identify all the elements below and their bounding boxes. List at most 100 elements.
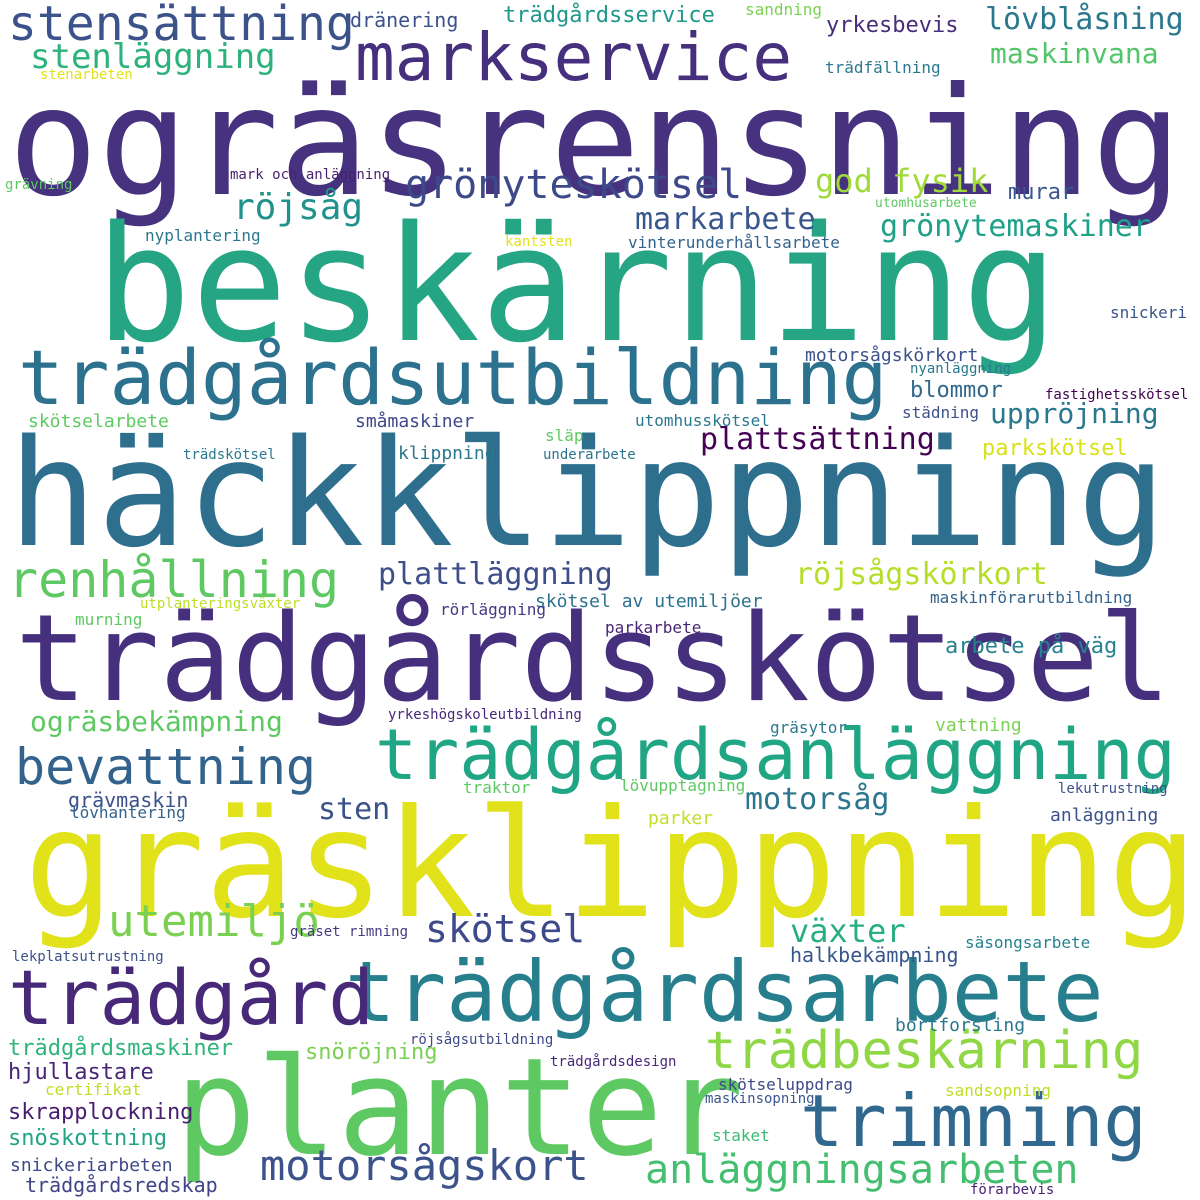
word: blommor: [910, 378, 1003, 403]
word: klippning: [398, 443, 496, 464]
word: gräsytor: [770, 718, 848, 737]
word: nyplantering: [145, 226, 261, 245]
word: parkarbete: [605, 618, 702, 637]
word: snöskottning: [8, 1126, 167, 1151]
word: yrkeshögskoleutbildning: [388, 707, 582, 723]
word: mark och anläggning: [230, 167, 391, 183]
word: snickeri: [1110, 303, 1188, 322]
word: motorsågskörkort: [805, 345, 979, 366]
word: god fysik: [815, 162, 989, 200]
word: ogräsbekämpning: [30, 705, 283, 738]
word: maskinsopning: [705, 1091, 815, 1107]
word: förarbevis: [970, 1182, 1055, 1198]
word: murar: [1008, 180, 1075, 205]
word: trädgårdsservice: [503, 3, 715, 28]
word: vinterunderhållsarbete: [628, 233, 840, 252]
word: kantsten: [505, 234, 573, 250]
word: anläggning: [1050, 805, 1159, 826]
word: trädbeskärning: [705, 1021, 1144, 1081]
word: anläggningsarbeten: [645, 1147, 1079, 1193]
word: grävning: [5, 177, 73, 193]
word: plattsättning: [700, 422, 935, 457]
word: trädskötsel: [183, 447, 276, 463]
word: parkskötsel: [982, 436, 1128, 461]
word: trädgårdsutbildning: [18, 333, 888, 422]
word: snöröjning: [305, 1040, 438, 1065]
word: motorsåg: [745, 782, 890, 817]
word: skötselarbete: [28, 411, 169, 432]
word: markarbete: [635, 202, 816, 237]
word: murning: [75, 610, 143, 629]
word: röjsågsutbildning: [410, 1032, 554, 1048]
word: motorsågskort: [260, 1141, 589, 1190]
word: utemiljö: [108, 896, 320, 947]
word: lekplatsutrustning: [12, 949, 164, 965]
word: bevattning: [15, 738, 317, 796]
word: utomhusarbete: [875, 196, 977, 211]
word: fastighetsskötsel: [1045, 387, 1189, 403]
word: skötseluppdrag: [718, 1075, 853, 1094]
word: skrapplockning: [8, 1100, 194, 1125]
word: röjsåg: [233, 187, 364, 228]
word: släp: [545, 426, 584, 445]
word: trädgårdsanläggning: [375, 714, 1176, 796]
word: vattning: [935, 715, 1022, 736]
word: trädgårdsdesign: [550, 1054, 677, 1070]
word: renhållning: [8, 551, 340, 609]
word: plattläggning: [378, 557, 613, 592]
word: snickeriarbeten: [10, 1155, 173, 1176]
word: lövupptagning: [620, 776, 746, 795]
word: småmaskiner: [355, 411, 475, 432]
word: bortforsling: [895, 1015, 1026, 1036]
word: gräset rimning: [290, 924, 409, 940]
word: utplanteringsväxter: [140, 596, 301, 612]
word: trädgårdsskötsel: [15, 590, 1171, 729]
word: dränering: [350, 8, 459, 32]
word: städning: [902, 403, 980, 422]
word: grävmaskin: [68, 788, 189, 812]
word: nyanläggning: [910, 361, 1012, 377]
word: halkbekämpning: [790, 943, 959, 967]
word: häckklippning: [8, 408, 1167, 580]
word: certifikat: [45, 1080, 142, 1099]
word: uppröjning: [990, 397, 1159, 430]
word: skötsel: [425, 907, 586, 951]
word: staket: [712, 1126, 770, 1145]
word: stensättning: [8, 0, 355, 52]
word: grönytemaskiner: [880, 209, 1151, 244]
word: stenläggning: [30, 37, 276, 77]
word: planter: [175, 1029, 744, 1186]
word: maskinförarutbildning: [930, 588, 1133, 607]
word: parker: [648, 808, 714, 829]
word: gräsklippning: [24, 778, 1198, 952]
word: stenarbeten: [40, 67, 133, 83]
word: traktor: [463, 778, 531, 797]
word: röjsågskörkort: [795, 557, 1048, 592]
word: trädgårdsarbete: [345, 943, 1104, 1041]
word: sten: [318, 792, 391, 827]
word: skötsel av utemiljöer: [535, 591, 763, 612]
word: sandning: [745, 0, 823, 19]
word: trädfällning: [825, 58, 941, 77]
word: rörläggning: [440, 600, 546, 619]
word: trädgårdsredskap: [25, 1173, 218, 1197]
word: maskinvana: [990, 37, 1159, 70]
word: sandsopning: [945, 1081, 1051, 1100]
word: trimning: [800, 1079, 1147, 1163]
word: trädgårdsmaskiner: [8, 1036, 234, 1061]
word: underarbete: [543, 447, 636, 463]
word: lekutrustning: [1058, 781, 1168, 797]
word: trädgård: [8, 953, 375, 1042]
word: arbete på väg: [945, 634, 1118, 659]
word: säsongsarbete: [965, 933, 1091, 952]
word: markservice: [355, 19, 793, 96]
word: lövblåsning: [985, 2, 1184, 37]
word: lövhantering: [70, 803, 186, 822]
word: yrkesbevis: [826, 13, 959, 38]
word: hjullastare: [8, 1060, 154, 1085]
word: ogräsrensning: [8, 56, 1182, 230]
word: utomhusskötsel: [635, 411, 770, 430]
word: grönyteskötsel: [405, 162, 743, 208]
word: beskärning: [95, 191, 1059, 378]
